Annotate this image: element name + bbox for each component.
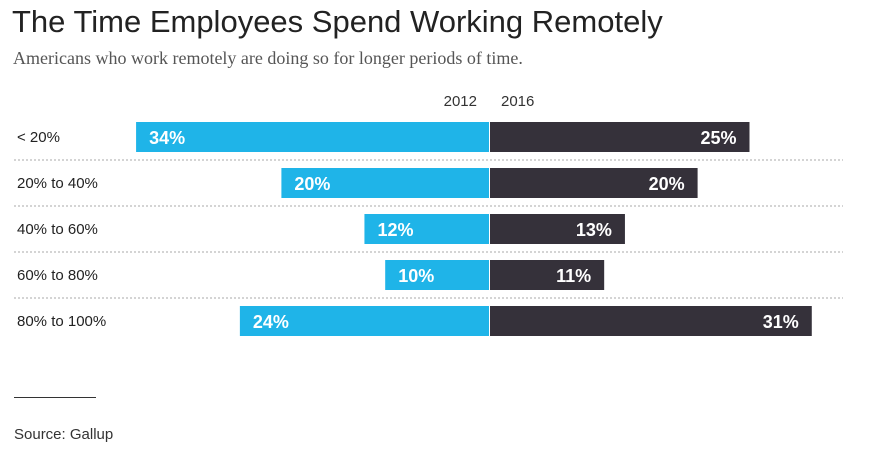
bar-2016 [490, 214, 625, 244]
bar-2012 [281, 168, 489, 198]
data-label-2012: 20% [294, 174, 330, 194]
data-label-2012: 12% [377, 220, 413, 240]
category-label: 80% to 100% [17, 313, 106, 330]
bar-2016 [490, 306, 812, 336]
data-label-2016: 20% [649, 174, 685, 194]
data-label-2012: 10% [398, 266, 434, 286]
data-label-2012: 34% [149, 128, 185, 148]
category-label: 40% to 60% [17, 221, 98, 238]
data-label-2016: 11% [556, 266, 591, 286]
data-label-2016: 31% [763, 312, 799, 332]
bar-2012 [136, 122, 489, 152]
bar-2012 [364, 214, 489, 244]
bar-2016 [490, 168, 698, 198]
bar-2012 [239, 306, 489, 336]
bar-2016 [490, 260, 605, 290]
category-label: < 20% [17, 129, 60, 146]
category-label: 60% to 80% [17, 267, 98, 284]
data-label-2016: 13% [576, 220, 612, 240]
bar-2016 [490, 122, 750, 152]
data-label-2016: 25% [700, 128, 736, 148]
legend-2012: 2012 [444, 93, 477, 110]
divider [14, 397, 96, 398]
chart-subtitle: Americans who work remotely are doing so… [13, 48, 523, 68]
legend-2016: 2016 [501, 93, 534, 110]
category-label: 20% to 40% [17, 175, 98, 192]
source-note: Source: Gallup [14, 426, 114, 443]
chart-title: The Time Employees Spend Working Remotel… [12, 4, 663, 39]
bar-2012 [385, 260, 489, 290]
data-label-2012: 24% [253, 312, 289, 332]
